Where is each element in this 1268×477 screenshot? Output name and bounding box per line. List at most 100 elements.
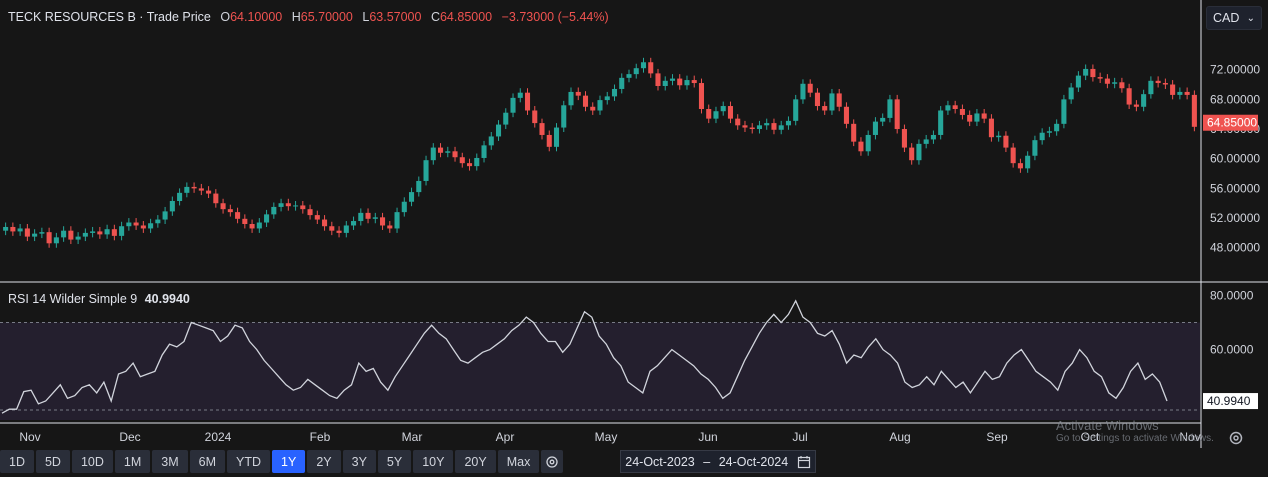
candle-body: [967, 114, 973, 122]
range-button-5d[interactable]: 5D: [35, 450, 70, 473]
x-tick-label: Aug: [889, 430, 910, 444]
candle-body: [546, 134, 552, 147]
candle-body: [785, 120, 791, 126]
candle-body: [155, 219, 161, 224]
candle-body: [1177, 91, 1183, 95]
candle-body: [416, 180, 422, 193]
candle-body: [387, 225, 393, 229]
candle-body: [1025, 155, 1031, 169]
range-button-1y[interactable]: 1Y: [272, 450, 306, 473]
candle-body: [140, 225, 146, 229]
candle-body: [293, 205, 299, 207]
candle-body: [198, 188, 204, 191]
candle-body: [264, 214, 270, 223]
candle-body: [901, 129, 907, 148]
date-separator: –: [703, 454, 711, 469]
candle-body: [974, 113, 980, 122]
open-key: O: [220, 10, 231, 24]
range-button-3m[interactable]: 3M: [152, 450, 188, 473]
candle-body: [1039, 132, 1045, 141]
candle-body: [720, 106, 726, 112]
price-tick-label: 68.00000: [1210, 92, 1260, 106]
candle-body: [307, 209, 313, 216]
gear-icon[interactable]: [1228, 430, 1244, 446]
candle-body: [829, 93, 835, 111]
candle-body: [930, 134, 936, 140]
range-button-10y[interactable]: 10Y: [413, 450, 454, 473]
currency-select[interactable]: CAD ⌄: [1206, 6, 1262, 30]
rsi-legend: RSI 14 Wilder Simple 9 40.9940: [8, 292, 190, 306]
candle-body: [90, 231, 96, 233]
candle-body: [459, 157, 465, 164]
candle-body: [1112, 82, 1118, 84]
candle-body: [626, 74, 632, 78]
candle-body: [474, 157, 480, 167]
candle-body: [503, 112, 509, 125]
high-key: H: [291, 10, 301, 24]
candle-body: [807, 83, 813, 93]
candle-body: [394, 212, 400, 229]
candle-body: [727, 106, 734, 119]
range-button-6m[interactable]: 6M: [189, 450, 226, 473]
candle-body: [822, 106, 828, 111]
range-button-5y[interactable]: 5Y: [377, 450, 412, 473]
x-tick-label: Feb: [310, 430, 331, 444]
range-button-max[interactable]: Max: [497, 450, 540, 473]
candle-body: [575, 91, 581, 96]
chevron-down-icon: ⌄: [1246, 12, 1255, 24]
candle-body: [684, 80, 690, 86]
range-button-1d[interactable]: 1D: [0, 450, 34, 473]
date-range-picker[interactable]: 24-Oct-2023 – 24-Oct-2024: [620, 450, 816, 473]
candle-body: [517, 92, 523, 98]
candle-body: [1170, 84, 1176, 95]
candle-body: [17, 228, 23, 232]
candle-body: [1191, 94, 1197, 127]
close-key: C: [430, 10, 440, 24]
candle-body: [619, 77, 625, 89]
candle-body: [358, 212, 364, 222]
range-button-3y[interactable]: 3Y: [342, 450, 376, 473]
candle-body: [119, 226, 125, 236]
candle-body: [568, 91, 574, 106]
candle-body: [401, 201, 407, 213]
candle-body: [278, 203, 284, 207]
candle-body: [1090, 68, 1096, 78]
price-tick-label: 60.00000: [1210, 152, 1260, 166]
candle-body: [872, 121, 878, 135]
candle-body: [351, 221, 357, 226]
rsi-last-label: 40.9940: [1207, 394, 1251, 408]
price-tick-label: 52.00000: [1210, 211, 1260, 225]
range-button-10d[interactable]: 10D: [71, 450, 113, 473]
candle-body: [800, 83, 806, 100]
candle-body: [858, 141, 864, 152]
candle-body: [46, 232, 52, 244]
candle-body: [553, 127, 560, 147]
candle-body: [10, 226, 16, 232]
candle-body: [677, 78, 683, 86]
range-button-ytd[interactable]: YTD: [227, 450, 271, 473]
candle-body: [1046, 131, 1052, 133]
candle-body: [532, 110, 538, 124]
candle-body: [778, 125, 784, 130]
range-settings-button[interactable]: [541, 450, 564, 473]
range-button-1m[interactable]: 1M: [114, 450, 151, 473]
date-from: 24-Oct-2023: [625, 454, 695, 469]
candle-body: [1068, 87, 1074, 100]
candle-body: [61, 230, 67, 238]
candle-body: [923, 139, 929, 144]
candle-body: [39, 232, 45, 234]
candle-body: [1017, 163, 1023, 169]
last-price-badge: [1203, 114, 1258, 131]
range-button-2y[interactable]: 2Y: [307, 450, 341, 473]
range-button-20y[interactable]: 20Y: [455, 450, 496, 473]
candle-body: [524, 92, 531, 111]
candle-body: [111, 229, 117, 236]
candle-body: [162, 211, 168, 220]
candle-body: [75, 236, 81, 240]
candle-body: [314, 215, 320, 220]
candle-body: [256, 222, 262, 229]
candle-body: [1148, 80, 1154, 95]
candle-body: [206, 190, 212, 194]
